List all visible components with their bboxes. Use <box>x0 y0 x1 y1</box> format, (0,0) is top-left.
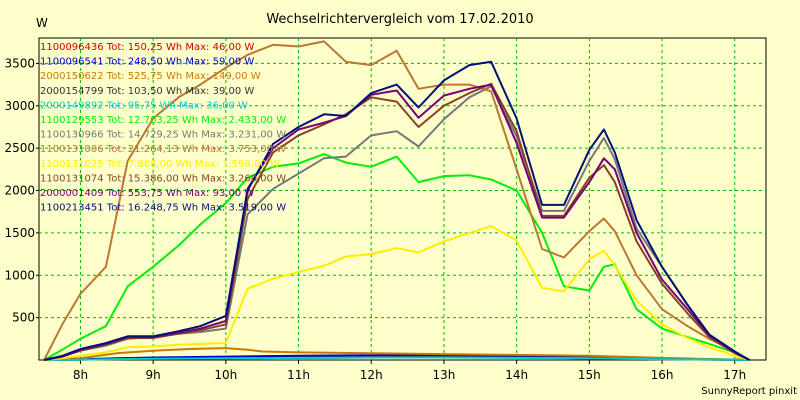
legend-entry: 1100131025 Tot: 7.868,00 Wh Max: 1.598,0… <box>40 159 280 170</box>
legend-entry: 1100213451 Tot: 16.248,75 Wh Max: 3.519,… <box>40 203 286 214</box>
series-line-1100129553 <box>43 153 750 361</box>
legend-entry: 1100096541 Tot: 248,50 Wh Max: 59,00 W <box>40 57 254 68</box>
y-tick-label: 3000 <box>4 99 35 113</box>
legend: 1100096436 Tot: 150,25 Wh Max: 46,00 W 11… <box>40 42 286 214</box>
x-tick-label: 14h <box>505 368 528 382</box>
series-line-1100213451 <box>43 60 750 361</box>
legend-entry: 1100131006 Tot: 21.264,13 Wh Max: 3.753,… <box>40 144 286 155</box>
grid <box>39 38 766 360</box>
x-tick-label: 12h <box>360 368 383 382</box>
x-tick-label: 10h <box>214 368 237 382</box>
legend-entry: 2000150622 Tot: 525,75 Wh Max: 149,00 W <box>40 71 261 82</box>
y-tick-label: 3500 <box>4 56 35 70</box>
x-tick-label: 16h <box>651 368 674 382</box>
y-tick-label: 500 <box>12 311 35 325</box>
legend-entry: 1100096436 Tot: 150,25 Wh Max: 46,00 W <box>40 42 254 53</box>
legend-entry: 1100129553 Tot: 12.703,25 Wh Max: 2.433,… <box>40 115 286 126</box>
y-tick-label: 1500 <box>4 226 35 240</box>
y-axis: 500 1000 1500 2000 2500 3000 3500 <box>4 56 39 325</box>
x-tick-label: 13h <box>433 368 456 382</box>
y-tick-label: 2500 <box>4 141 35 155</box>
x-tick-label: 8h <box>73 368 88 382</box>
x-tick-label: 11h <box>287 368 310 382</box>
x-tick-label: 17h <box>723 368 746 382</box>
series-group <box>43 40 750 361</box>
legend-entry: 2000154799 Tot: 103,50 Wh Max: 39,00 W <box>40 86 254 97</box>
series-line-1100131025 <box>44 225 750 361</box>
legend-entry: 2000001409 Tot: 553,75 Wh Max: 93,00 W <box>40 188 254 199</box>
y-tick-label: 2000 <box>4 184 35 198</box>
legend-entry: 2000149892 Tot: 95,75 Wh Max: 36,00 W <box>40 100 248 111</box>
legend-entry: 1100130966 Tot: 14.729,25 Wh Max: 3.231,… <box>40 130 286 141</box>
y-tick-label: 1000 <box>4 268 35 282</box>
chart-title: Wechselrichtervergleich vom 17.02.2010 <box>266 12 533 27</box>
x-tick-label: 9h <box>146 368 161 382</box>
plot-area: 500 1000 1500 2000 2500 3000 3500 8h 9h 10h 11h 12… <box>4 37 767 382</box>
series-line-2000150622 <box>44 347 750 361</box>
legend-entry: 1100131074 Tot: 15.386,00 Wh Max: 3.260,… <box>40 173 286 184</box>
series-line-1100131006 <box>43 40 750 361</box>
footer-credit: SunnyReport pinxit <box>701 386 797 397</box>
y-axis-label: W <box>36 16 48 30</box>
x-axis: 8h 9h 10h 11h 12h 13h 14h 15h 16h 17h <box>73 360 746 382</box>
series-line-2000149892 <box>44 356 750 361</box>
x-tick-label: 15h <box>578 368 601 382</box>
